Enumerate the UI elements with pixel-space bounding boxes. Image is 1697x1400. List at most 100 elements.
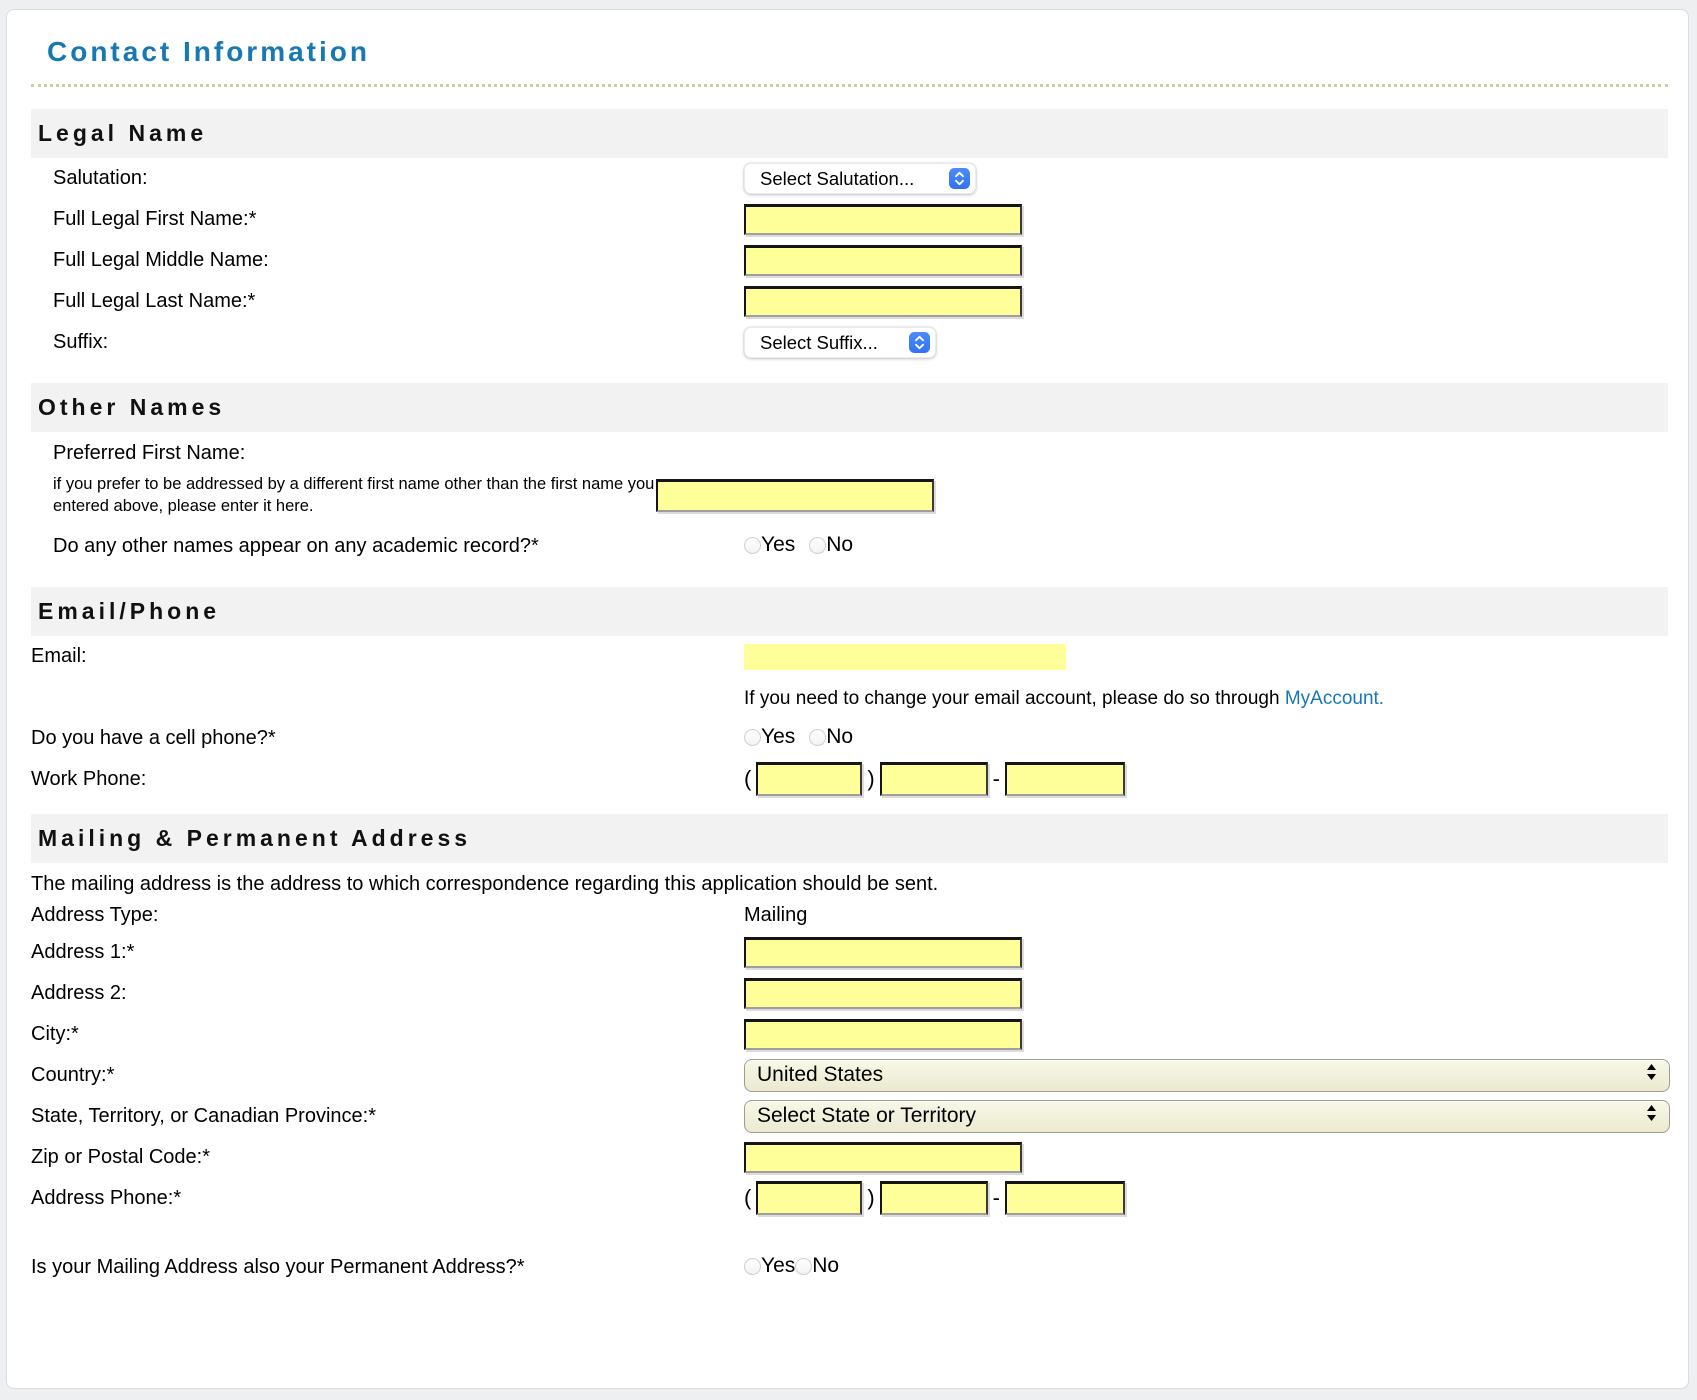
country-select[interactable]: United States [744, 1058, 1670, 1092]
first-name-row: Full Legal First Name:* [31, 199, 1670, 240]
zip-input[interactable] [744, 1141, 1022, 1173]
no-label: No [826, 725, 854, 749]
middle-name-label: Full Legal Middle Name: [53, 249, 269, 271]
cell-phone-label: Do you have a cell phone?* [31, 726, 276, 749]
address1-input[interactable] [744, 936, 1022, 968]
state-row: State, Territory, or Canadian Province:*… [31, 1096, 1670, 1137]
radio-icon [809, 728, 827, 746]
chevron-up-down-icon [909, 332, 930, 353]
chevron-up-down-icon [949, 168, 970, 189]
first-name-label: Full Legal First Name:* [53, 208, 257, 230]
select-arrows-icon [1646, 1104, 1657, 1128]
first-name-input[interactable] [744, 204, 1022, 235]
page-title: Contact Information [47, 36, 370, 67]
cell-phone-yes-option[interactable]: Yes [744, 725, 795, 749]
radio-icon [809, 536, 827, 554]
last-name-label: Full Legal Last Name:* [53, 290, 256, 312]
permanent-address-yes-option[interactable]: Yes [744, 1254, 795, 1278]
phone-dash: - [992, 1185, 1000, 1211]
middle-name-input[interactable] [744, 245, 1022, 276]
work-phone-line-input[interactable] [1004, 762, 1125, 797]
address-phone-row: Address Phone:* ( ) - [31, 1178, 1670, 1219]
country-label: Country:* [31, 1063, 115, 1086]
address-type-value: Mailing [744, 904, 808, 927]
yes-label: Yes [761, 533, 796, 557]
yes-label: Yes [761, 1254, 796, 1278]
academic-record-no-option[interactable]: No [809, 533, 853, 557]
address2-input[interactable] [744, 977, 1022, 1009]
address1-row: Address 1:* [31, 932, 1670, 973]
permanent-address-no-option[interactable]: No [795, 1254, 839, 1278]
city-label: City:* [31, 1022, 79, 1045]
email-row: Email: [31, 640, 1670, 674]
middle-name-row: Full Legal Middle Name: [31, 240, 1670, 281]
academic-record-radio-group: Yes No [744, 533, 853, 559]
email-note-row: If you need to change your email account… [31, 682, 1670, 716]
radio-icon [795, 1257, 813, 1275]
preferred-name-label: Preferred First Name: [53, 442, 246, 464]
country-row: Country:* United States [31, 1055, 1670, 1096]
cell-phone-radio-group: Yes No [744, 725, 853, 751]
address-phone-area-input[interactable] [756, 1181, 863, 1216]
mailing-address-description: The mailing address is the address to wh… [31, 872, 939, 895]
city-input[interactable] [744, 1018, 1022, 1050]
radio-icon [744, 536, 761, 554]
state-select[interactable]: Select State or Territory [744, 1099, 1670, 1133]
country-select-value: United States [757, 1063, 884, 1087]
section-heading-other-names: Other Names [31, 383, 1668, 432]
zip-label: Zip or Postal Code:* [31, 1145, 210, 1168]
address2-label: Address 2: [31, 981, 127, 1004]
select-arrows-icon [1646, 1063, 1657, 1087]
no-label: No [826, 533, 854, 557]
address-phone-prefix-input[interactable] [879, 1181, 988, 1216]
last-name-input[interactable] [744, 286, 1022, 317]
permanent-address-label: Is your Mailing Address also your Perman… [31, 1255, 525, 1278]
suffix-row: Suffix: Select Suffix... [31, 322, 1670, 363]
radio-icon [744, 1257, 761, 1275]
contact-information-page: Contact Information Legal Name Salutatio… [6, 9, 1689, 1389]
paren-open: ( [744, 766, 752, 792]
state-label: State, Territory, or Canadian Province:* [31, 1104, 376, 1127]
academic-record-label: Do any other names appear on any academi… [53, 534, 539, 557]
no-label: No [812, 1254, 840, 1278]
salutation-select[interactable]: Select Salutation... [744, 163, 976, 194]
preferred-name-help: if you prefer to be addressed by a diffe… [53, 475, 655, 516]
work-phone-prefix-input[interactable] [879, 762, 988, 797]
email-note: If you need to change your email account… [744, 687, 1385, 709]
phone-dash: - [992, 766, 1000, 792]
address-phone-label: Address Phone:* [31, 1186, 182, 1209]
email-field[interactable] [744, 643, 1066, 670]
my-account-link[interactable]: MyAccount. [1284, 687, 1385, 709]
address-type-row: Address Type: Mailing [31, 900, 1670, 932]
radio-icon [744, 728, 761, 746]
preferred-name-row: if you prefer to be addressed by a diffe… [31, 473, 1670, 518]
cell-phone-row: Do you have a cell phone?* Yes No [31, 718, 1670, 759]
preferred-name-input[interactable] [656, 478, 934, 512]
address-type-label: Address Type: [31, 904, 159, 927]
address2-row: Address 2: [31, 973, 1670, 1014]
address-phone-line-input[interactable] [1004, 1181, 1125, 1216]
state-select-value: Select State or Territory [757, 1104, 977, 1128]
work-phone-row: Work Phone: ( ) - [31, 759, 1670, 800]
suffix-select-value: Select Suffix... [760, 331, 878, 353]
salutation-label: Salutation: [53, 167, 148, 189]
academic-record-yes-option[interactable]: Yes [744, 533, 795, 557]
email-label: Email: [31, 645, 87, 668]
dotted-divider [31, 84, 1668, 87]
city-row: City:* [31, 1014, 1670, 1055]
last-name-row: Full Legal Last Name:* [31, 281, 1670, 322]
work-phone-area-input[interactable] [756, 762, 863, 797]
cell-phone-no-option[interactable]: No [809, 725, 853, 749]
section-heading-email-phone: Email/Phone [31, 586, 1668, 636]
salutation-select-value: Select Salutation... [760, 167, 915, 189]
permanent-address-row: Is your Mailing Address also your Perman… [31, 1247, 1670, 1288]
section-heading-legal-name: Legal Name [31, 109, 1668, 158]
address1-label: Address 1:* [31, 940, 135, 963]
suffix-select[interactable]: Select Suffix... [744, 327, 936, 358]
academic-record-row: Do any other names appear on any academi… [31, 526, 1670, 567]
paren-close: ) [867, 1185, 875, 1211]
work-phone-label: Work Phone: [31, 767, 147, 790]
permanent-address-radio-group: Yes No [744, 1254, 839, 1280]
paren-close: ) [867, 766, 875, 792]
salutation-row: Salutation: Select Salutation... [31, 158, 1670, 199]
